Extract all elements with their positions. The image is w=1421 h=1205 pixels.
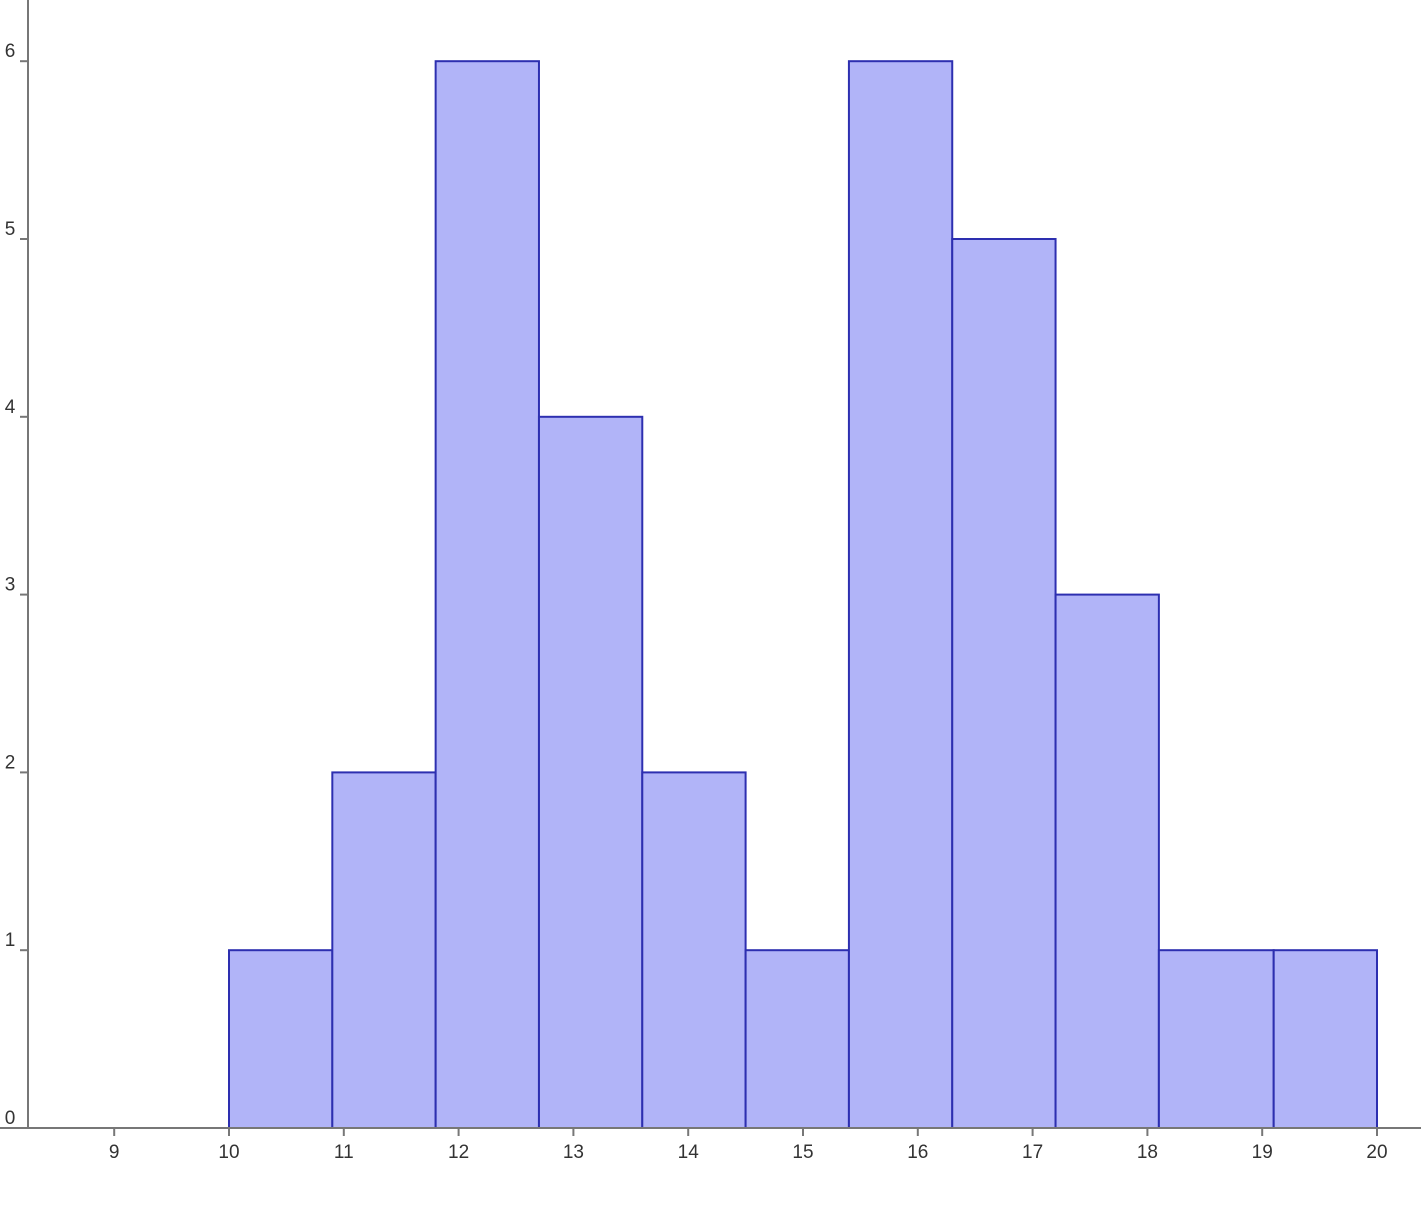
histogram-bar-11 bbox=[1272, 949, 1379, 1130]
histogram-bar-10 bbox=[1157, 949, 1275, 1130]
x-tick-label-20: 20 bbox=[1366, 1142, 1387, 1163]
x-tick-label-13: 13 bbox=[563, 1142, 584, 1163]
y-tick-label-3: 3 bbox=[5, 575, 16, 596]
x-tick-label-10: 10 bbox=[218, 1142, 239, 1163]
y-tick-label-5: 5 bbox=[5, 219, 16, 240]
bars-layer bbox=[228, 60, 1379, 1130]
x-tick-label-14: 14 bbox=[678, 1142, 700, 1163]
histogram-bar-8 bbox=[951, 238, 1057, 1129]
x-tick-label-15: 15 bbox=[792, 1142, 813, 1163]
x-tick-label-18: 18 bbox=[1137, 1142, 1158, 1163]
histogram-bar-3 bbox=[434, 60, 540, 1130]
x-tick-label-16: 16 bbox=[907, 1142, 928, 1163]
y-tick-label-4: 4 bbox=[5, 397, 16, 418]
x-tick-label-11: 11 bbox=[334, 1142, 354, 1163]
histogram-bar-2 bbox=[331, 771, 437, 1130]
histogram-bar-5 bbox=[641, 771, 747, 1130]
x-tick-label-19: 19 bbox=[1252, 1142, 1273, 1163]
y-tick-label-2: 2 bbox=[5, 752, 16, 773]
histogram-bar-6 bbox=[744, 949, 850, 1130]
x-tick-label-17: 17 bbox=[1022, 1142, 1043, 1163]
histogram-bar-9 bbox=[1054, 593, 1160, 1129]
histogram-bar-4 bbox=[537, 415, 644, 1129]
histogram-bar-7 bbox=[847, 60, 954, 1130]
y-tick-label-1: 1 bbox=[5, 930, 16, 951]
histogram-bar-1 bbox=[228, 949, 334, 1130]
x-axis-ticks: 9 10 11 12 13 14 15 16 17 18 19 20 bbox=[109, 1128, 1388, 1163]
axes-layer bbox=[0, 0, 1421, 1129]
x-tick-label-12: 12 bbox=[448, 1142, 469, 1163]
y-tick-label-0: 0 bbox=[5, 1108, 16, 1129]
y-tick-label-6: 6 bbox=[5, 41, 16, 62]
x-tick-label-9: 9 bbox=[109, 1142, 120, 1163]
y-axis-ticks: 0 1 2 3 4 5 6 bbox=[5, 41, 28, 1129]
